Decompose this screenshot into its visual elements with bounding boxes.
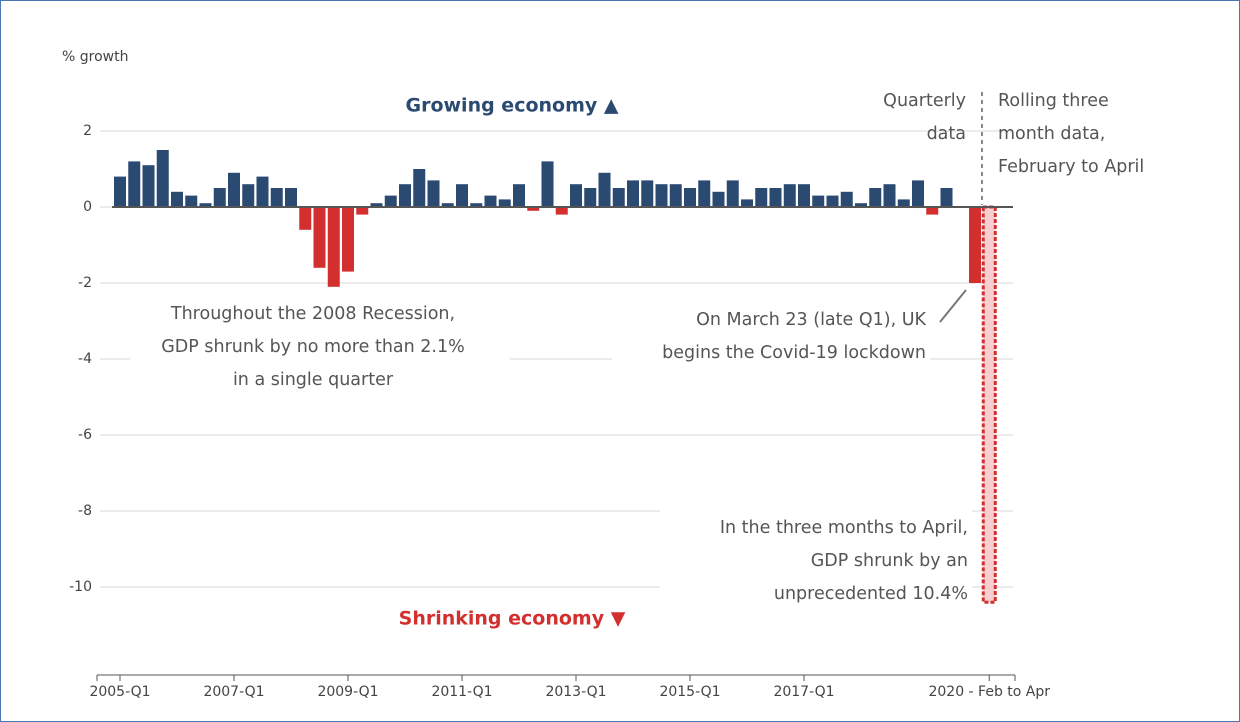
bar: [228, 172, 240, 207]
bar: [969, 207, 981, 283]
annotation: In the three months to April,: [720, 518, 968, 538]
bar: [840, 191, 853, 207]
bar: [342, 207, 354, 272]
bar: [199, 203, 212, 207]
annotation: Quarterly: [883, 91, 966, 111]
annotation: GDP shrunk by no more than 2.1%: [161, 337, 465, 357]
bar: [798, 184, 810, 207]
bar: [612, 188, 625, 207]
bar: [256, 176, 269, 207]
bar: [570, 184, 582, 207]
bar: [413, 169, 426, 207]
bar: [370, 203, 383, 207]
bar: [213, 188, 226, 207]
annotation: begins the Covid-19 lockdown: [662, 343, 926, 363]
pointer: [939, 289, 967, 323]
bar: [285, 188, 297, 207]
bar: [826, 195, 839, 207]
x-tick-label: 2017-Q1: [773, 684, 834, 700]
bar: [313, 207, 326, 268]
y-tick-label: -8: [78, 503, 92, 519]
bar: [926, 207, 939, 215]
x-tick-label: 2007-Q1: [203, 684, 264, 700]
annotation: Throughout the 2008 Recession,: [170, 304, 455, 324]
x-tick-label: 2011-Q1: [431, 684, 492, 700]
bar: [128, 161, 141, 207]
bar: [769, 188, 782, 207]
bar: [484, 195, 497, 207]
annotation: month data,: [998, 124, 1105, 144]
annotation-bg: [660, 510, 972, 610]
y-tick-label: -2: [78, 275, 92, 291]
annotation: Shrinking economy ▼: [399, 608, 626, 630]
y-tick-label: -10: [69, 579, 92, 595]
bar: [755, 188, 768, 207]
annotation: data: [927, 124, 966, 144]
bar: [783, 184, 796, 207]
y-tick-label: 0: [83, 199, 92, 215]
bar: [142, 165, 155, 207]
bar: [912, 180, 924, 207]
bar: [513, 184, 525, 207]
bar: [698, 180, 711, 207]
annotation: Growing economy ▲: [405, 95, 618, 117]
bar: [855, 203, 867, 207]
x-tick-label: 2013-Q1: [545, 684, 606, 700]
bar: [883, 184, 896, 207]
bar: [242, 184, 255, 207]
y-tick-label: -6: [78, 427, 92, 443]
bar: [470, 203, 483, 207]
x-tick-label: 2020 - Feb to Apr: [928, 684, 1050, 700]
bar: [399, 184, 411, 207]
bar: [726, 180, 739, 207]
x-tick-label: 2005-Q1: [89, 684, 150, 700]
x-tick-label: 2015-Q1: [659, 684, 720, 700]
bar: [584, 188, 597, 207]
bar: [185, 195, 198, 207]
annotation: GDP shrunk by an: [811, 551, 968, 571]
annotation: February to April: [998, 157, 1144, 177]
annotation-bg: [130, 298, 510, 398]
bar: [655, 184, 668, 207]
bar: [627, 180, 639, 207]
annotation: On March 23 (late Q1), UK: [696, 310, 926, 330]
annotation: unprecedented 10.4%: [774, 584, 968, 604]
bar: [669, 184, 682, 207]
y-tick-label: 2: [83, 123, 92, 139]
bar: [555, 207, 568, 215]
bar: [981, 205, 997, 604]
bar: [641, 180, 654, 207]
bar: [441, 203, 454, 207]
bar: [114, 176, 126, 207]
y-tick-label: -4: [78, 351, 92, 367]
bar: [270, 188, 283, 207]
annotation: Rolling three: [998, 91, 1109, 111]
annotation-bg: [612, 302, 930, 368]
bar: [527, 207, 540, 211]
bar: [171, 191, 183, 207]
bar: [741, 199, 753, 207]
bar: [598, 172, 611, 207]
bar: [684, 188, 696, 207]
annotation: in a single quarter: [233, 370, 394, 390]
bar: [869, 188, 882, 207]
bar: [897, 199, 910, 207]
x-tick-label: 2009-Q1: [317, 684, 378, 700]
bar: [541, 161, 554, 207]
y-axis-label: % growth: [62, 49, 128, 65]
bar: [327, 207, 340, 287]
bar: [456, 184, 468, 207]
bar: [712, 191, 725, 207]
bar: [299, 207, 312, 230]
bar: [356, 207, 369, 215]
bar: [498, 199, 511, 207]
bar: [156, 150, 169, 207]
bar: [427, 180, 440, 207]
bar: [384, 195, 397, 207]
bar: [812, 195, 825, 207]
bar: [940, 188, 953, 207]
